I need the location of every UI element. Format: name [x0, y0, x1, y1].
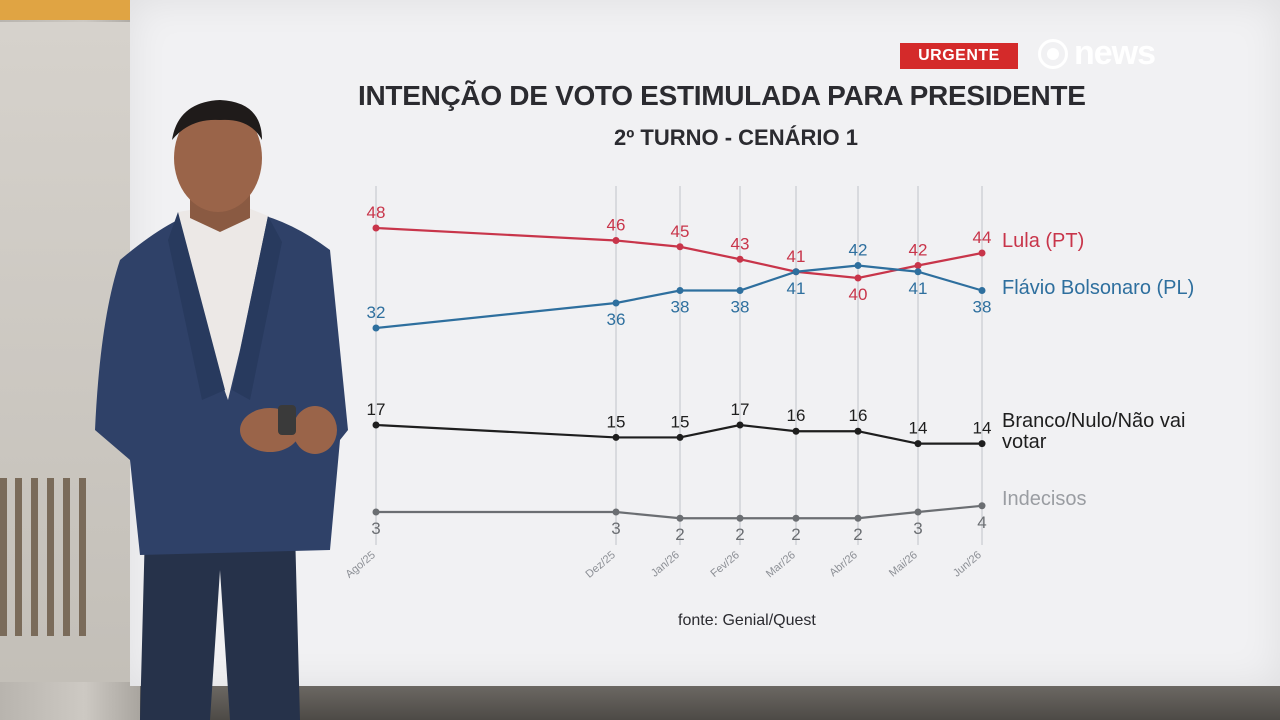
data-label: 46 — [607, 216, 626, 235]
data-label: 14 — [909, 419, 928, 438]
series-line-0 — [375, 226, 983, 280]
data-point — [978, 287, 986, 294]
data-point — [736, 421, 744, 429]
data-label: 15 — [607, 412, 626, 431]
data-label: 3 — [611, 519, 620, 538]
data-label: 38 — [731, 298, 750, 317]
chart-title: INTENÇÃO DE VOTO ESTIMULADA PARA PRESIDE… — [358, 80, 1086, 111]
data-point — [372, 224, 380, 232]
data-point — [676, 287, 684, 294]
studio-floor — [140, 682, 1280, 720]
legend-label-3: Indecisos — [1002, 488, 1087, 510]
series-line-3 — [376, 504, 983, 520]
data-point — [736, 287, 744, 294]
data-point — [676, 514, 684, 522]
data-point — [676, 243, 684, 251]
legend-label-0: Lula (PT) — [1002, 230, 1084, 252]
x-tick-label: Jun/26 — [951, 549, 984, 579]
data-label: 36 — [607, 310, 626, 329]
legend-label-1: Flávio Bolsonaro (PL) — [1002, 277, 1194, 299]
series-line-2 — [375, 423, 982, 445]
data-label: 42 — [849, 241, 868, 260]
data-point — [854, 427, 862, 435]
legend-label-2: Branco/Nulo/Não vai votar — [1002, 410, 1185, 453]
data-point — [612, 508, 620, 516]
data-label: 41 — [909, 279, 928, 298]
data-label: 42 — [909, 241, 928, 260]
data-label: 2 — [791, 525, 800, 544]
data-point — [372, 421, 380, 429]
globonews-logo: news — [1036, 34, 1206, 76]
data-label: 32 — [367, 303, 386, 322]
data-point — [792, 268, 800, 276]
x-tick-label: Fev/26 — [708, 549, 741, 580]
data-point — [854, 262, 862, 269]
data-point — [612, 237, 620, 244]
data-point — [676, 433, 684, 441]
x-tick-label: Jan/26 — [649, 549, 682, 579]
presenter — [95, 100, 348, 720]
x-tick-label: Abr/26 — [827, 549, 860, 579]
series-line-1 — [375, 264, 983, 330]
data-point — [914, 440, 922, 448]
data-label: 17 — [731, 400, 750, 419]
data-label: 15 — [671, 412, 690, 431]
data-point — [854, 274, 862, 282]
wall-slats — [0, 478, 100, 636]
data-point — [978, 502, 986, 510]
data-point — [736, 514, 744, 522]
data-point — [612, 433, 620, 441]
data-point — [854, 514, 862, 522]
data-label: 3 — [371, 519, 380, 538]
data-label: 38 — [671, 298, 690, 317]
urgent-badge: URGENTE — [900, 43, 1018, 69]
data-point — [792, 427, 800, 435]
globo-ring-icon — [1038, 39, 1068, 69]
data-point — [612, 299, 620, 307]
chart-source: fonte: Genial/Quest — [678, 612, 816, 629]
data-point — [978, 440, 986, 448]
x-tick-label: Mai/26 — [887, 549, 920, 579]
data-point — [978, 249, 986, 257]
data-label: 2 — [735, 525, 744, 544]
data-point — [914, 508, 922, 516]
studio-light — [0, 0, 130, 20]
data-label: 4 — [977, 513, 986, 532]
data-label: 3 — [913, 519, 922, 538]
data-label: 14 — [973, 419, 992, 438]
data-label: 16 — [787, 406, 806, 425]
data-label: 44 — [973, 228, 992, 247]
data-point — [736, 255, 744, 263]
data-label: 41 — [787, 279, 806, 298]
data-label: 2 — [675, 525, 684, 544]
data-label: 43 — [731, 234, 750, 253]
data-label: 48 — [367, 203, 386, 222]
logo-wordmark: news — [1074, 34, 1156, 72]
data-point — [792, 514, 800, 522]
data-label: 16 — [849, 406, 868, 425]
x-tick-label: Dez/25 — [584, 549, 618, 581]
data-point — [914, 268, 922, 276]
data-label: 17 — [367, 400, 386, 419]
data-point — [914, 262, 922, 269]
data-point — [372, 508, 380, 516]
chart-subtitle: 2º TURNO - CENÁRIO 1 — [614, 125, 858, 150]
data-label: 40 — [849, 285, 868, 304]
data-point — [372, 324, 380, 332]
data-label: 2 — [853, 525, 862, 544]
data-label: 38 — [973, 298, 992, 317]
x-tick-label: Mar/26 — [764, 549, 798, 580]
data-label: 45 — [671, 222, 690, 241]
data-label: 41 — [787, 247, 806, 266]
